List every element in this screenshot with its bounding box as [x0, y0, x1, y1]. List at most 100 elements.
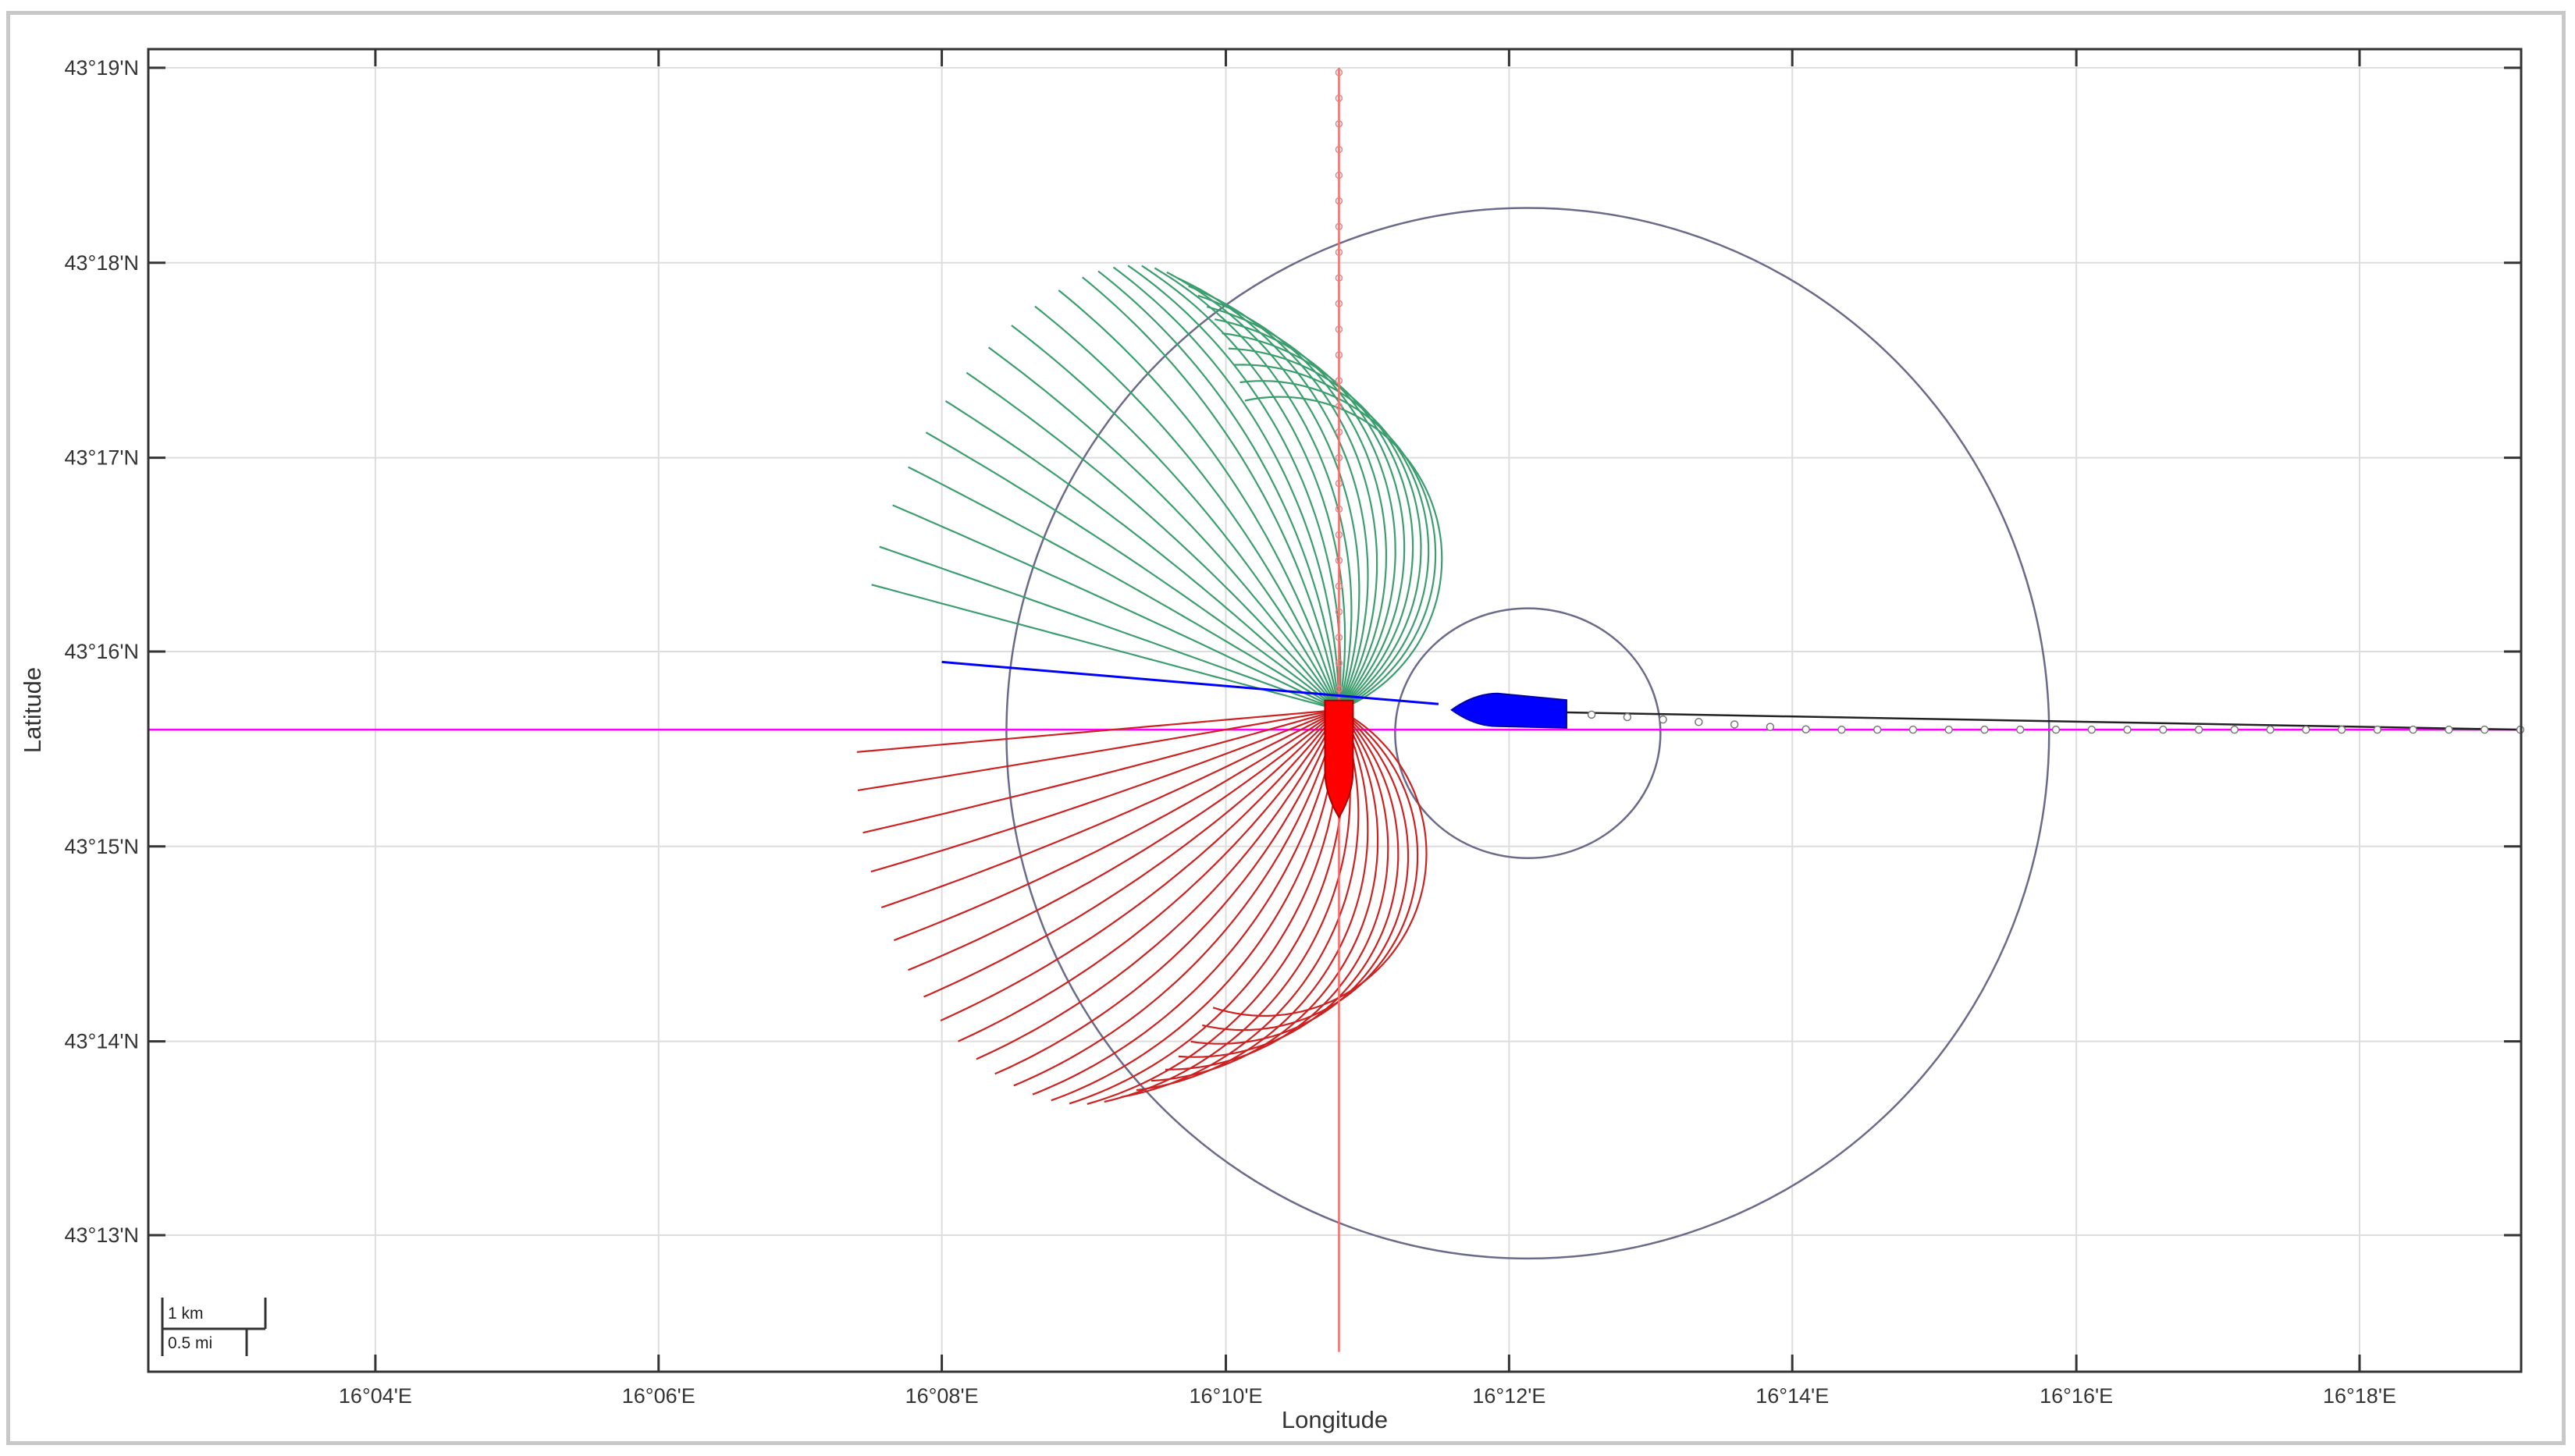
blue-track-marker	[1801, 725, 1810, 733]
scale-bar-mi-label: 0.5 mi	[168, 1334, 212, 1352]
red-trajectory	[976, 709, 1340, 1060]
green-trajectory	[1177, 277, 1369, 711]
scale-bar-km	[161, 1298, 267, 1330]
red-trajectory	[870, 708, 1339, 873]
red-track-marker	[1335, 428, 1343, 436]
red-trajectory	[862, 708, 1339, 834]
blue-track-marker	[1766, 723, 1775, 731]
green-trajectory	[1206, 306, 1396, 711]
blue-track-marker	[2015, 725, 2025, 734]
blue-track-marker	[1980, 725, 1989, 734]
blue-track-marker	[1908, 725, 1918, 734]
red-track-marker	[1335, 351, 1343, 359]
plot-border	[147, 48, 2523, 1373]
plot-content	[148, 67, 2525, 1352]
scale-bar: 1 km 0.5 mi	[161, 1298, 267, 1356]
green-trajectory	[1234, 364, 1430, 711]
x-tick-label: 16°18'E	[2323, 1384, 2396, 1408]
red-track-marker	[1335, 300, 1343, 307]
red-trajectory	[1202, 708, 1419, 1032]
axis-ticks	[148, 49, 2521, 1372]
green-trajectory	[925, 431, 1340, 711]
blue-track-marker	[2087, 725, 2096, 734]
x-axis-title: Longitude	[1282, 1406, 1388, 1433]
red-track-marker	[1335, 659, 1343, 667]
x-tick-label: 16°16'E	[2040, 1384, 2113, 1408]
x-tick-label: 16°08'E	[905, 1384, 979, 1408]
blue-track-marker	[2230, 725, 2239, 734]
green-trajectory	[1244, 396, 1443, 711]
blue-track-marker	[1695, 718, 1703, 726]
red-trajectory	[994, 709, 1340, 1075]
red-track-marker	[1335, 608, 1343, 616]
red-trajectory	[1051, 709, 1340, 1102]
y-tick-label: 43°17'N	[64, 446, 139, 470]
green-trajectory	[908, 466, 1339, 711]
green-trajectory	[1215, 318, 1406, 711]
green-trajectory	[1239, 380, 1437, 711]
grid-lines	[148, 49, 2521, 1372]
green-trajectory	[879, 545, 1339, 711]
red-track-marker	[1335, 582, 1343, 590]
blue-track-marker	[1873, 725, 1882, 734]
blue-track-marker	[2409, 725, 2417, 734]
x-tick-label: 16°06'E	[622, 1384, 695, 1408]
green-trajectory	[1154, 267, 1353, 711]
red-trajectory	[880, 708, 1339, 909]
red-track-marker	[1335, 634, 1343, 641]
green-trajectory	[1228, 347, 1422, 711]
green-trajectory	[1011, 325, 1340, 711]
blue-track-marker	[2159, 725, 2168, 734]
y-tick-label: 43°19'N	[64, 56, 139, 80]
red-track-marker	[1335, 556, 1343, 565]
blue-track-marker	[1730, 720, 1739, 729]
red-track-marker	[1335, 325, 1343, 333]
x-tick-label: 16°10'E	[1190, 1384, 1263, 1408]
red-trajectory	[1190, 708, 1410, 1045]
blue-track-marker	[1659, 715, 1667, 724]
y-tick-label: 43°14'N	[64, 1030, 139, 1053]
green-trajectory	[892, 504, 1339, 711]
red-trajectory	[893, 708, 1340, 942]
y-axis-title: Latitude	[19, 667, 46, 753]
green-trajectory	[1034, 305, 1340, 711]
green-trajectory	[987, 346, 1340, 711]
blue-track-marker	[2337, 725, 2346, 734]
green-trajectory	[1112, 266, 1340, 710]
blue-track-marker	[1944, 725, 1953, 734]
blue-ship-track	[1556, 711, 2522, 731]
red-ship	[1324, 699, 1354, 819]
y-tick-label: 43°16'N	[64, 640, 139, 663]
blue-track-marker	[2480, 725, 2489, 734]
red-track-marker	[1335, 248, 1343, 257]
red-trajectory	[958, 709, 1340, 1042]
scale-bar-mi	[161, 1329, 248, 1356]
red-trajectory	[1212, 708, 1428, 1017]
red-track-marker	[1335, 69, 1343, 76]
blue-ship	[1450, 692, 1567, 729]
green-trajectory	[944, 400, 1340, 711]
green-trajectory	[966, 371, 1340, 711]
red-trajectory	[923, 709, 1340, 998]
inner-circle	[1394, 607, 1662, 859]
green-trajectory	[1222, 332, 1414, 711]
red-trajectory	[1032, 709, 1340, 1096]
red-track-marker	[1335, 453, 1343, 462]
green-trajectory	[1141, 265, 1346, 710]
outer-circle	[1005, 207, 2050, 1260]
blue-track-marker	[1623, 712, 1632, 722]
green-trajectory	[1058, 289, 1340, 711]
red-track-marker	[1335, 145, 1343, 154]
tick-labels: 16°04'E 16°06'E 16°08'E 16°10'E 16°12'E 16°14…	[64, 56, 2396, 1408]
red-trajectory	[908, 708, 1340, 971]
blue-track-marker	[2123, 725, 2132, 734]
red-track-marker	[1335, 531, 1343, 539]
blue-track-marker	[2266, 725, 2274, 734]
y-tick-label: 43°13'N	[64, 1223, 139, 1247]
red-trajectory	[1165, 709, 1389, 1071]
y-tick-label: 43°18'N	[64, 251, 139, 275]
red-track-marker	[1335, 403, 1343, 410]
red-trajectory	[1151, 709, 1379, 1082]
red-track-marker	[1335, 171, 1343, 179]
